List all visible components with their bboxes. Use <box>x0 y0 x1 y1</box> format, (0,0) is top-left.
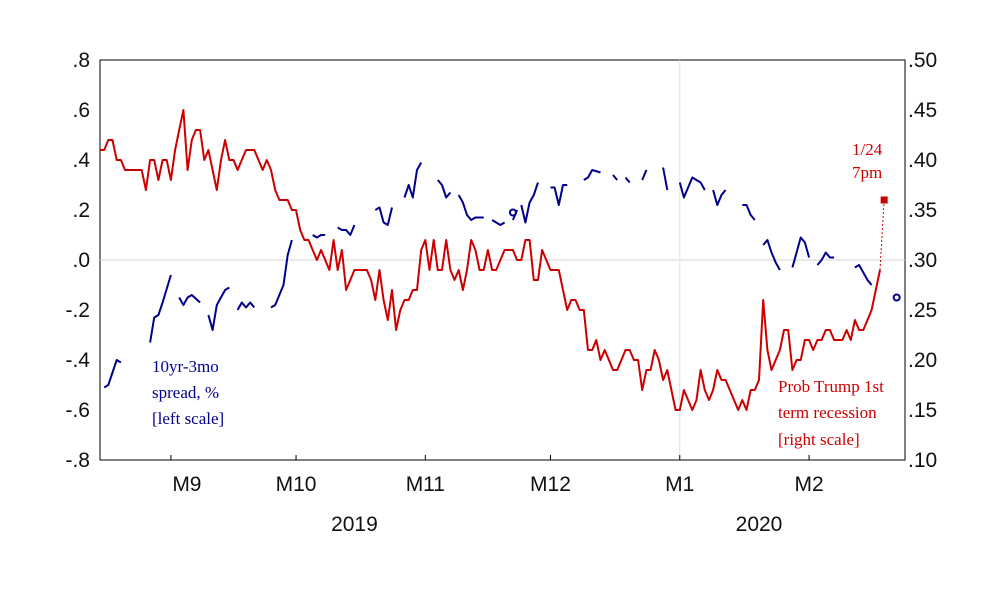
time-label-date: 1/24 <box>852 140 883 159</box>
right-tick-label: .25 <box>908 299 937 322</box>
x-tick-label: M10 <box>276 473 317 496</box>
x-tick-label: M2 <box>794 473 823 496</box>
spread-line-segment <box>491 219 506 226</box>
spread-line-segment <box>337 224 356 236</box>
spread-line-segment <box>457 194 484 221</box>
right-tick-label: .40 <box>908 149 937 172</box>
right-axis-ticks: .50 .45 .40 .35 .30 .25 .20 .15 .10 <box>908 49 937 472</box>
left-tick-label: .6 <box>72 99 90 122</box>
spread-line-segment <box>403 162 423 199</box>
right-tick-label: .35 <box>908 199 937 222</box>
recession-label-line-1: Prob Trump 1st <box>778 377 884 396</box>
left-tick-label: -.4 <box>65 349 90 372</box>
spread-line-segment <box>762 239 781 271</box>
recession-probability-line <box>100 109 881 411</box>
recession-label-line-3: [right scale] <box>778 430 860 449</box>
recession-probability-marker <box>880 196 888 204</box>
x-tick-label: M11 <box>406 473 445 496</box>
spread-line-segment <box>854 264 873 286</box>
left-tick-label: -.6 <box>65 399 90 422</box>
spread-line-segment <box>312 234 326 239</box>
spread-line-segment <box>149 274 172 343</box>
recession-probability-series <box>100 109 888 411</box>
x-axis-ticks: M9 M10 M11 M12 M1 M2 2019 2020 <box>170 455 824 536</box>
spread-line-segment <box>712 189 727 206</box>
year-label: 2020 <box>736 513 783 536</box>
right-tick-label: .10 <box>908 449 937 472</box>
spread-label: 10yr-3mo spread, % [left scale] <box>152 357 224 428</box>
right-tick-label: .15 <box>908 399 937 422</box>
spread-point <box>892 293 901 302</box>
spread-line-segment <box>374 206 393 226</box>
spread-line-segment <box>270 239 293 309</box>
spread-point <box>508 208 517 217</box>
recession-label: Prob Trump 1st term recession [right sca… <box>778 377 884 449</box>
right-tick-label: .45 <box>908 99 937 122</box>
year-label: 2019 <box>331 513 378 536</box>
spread-line-segment <box>624 176 631 184</box>
spread-line-segment <box>791 236 811 268</box>
spread-line-segment <box>583 169 601 181</box>
spread-line-segment <box>236 301 256 311</box>
left-tick-label: .4 <box>72 149 90 172</box>
x-tick-label: M12 <box>530 473 571 496</box>
right-tick-label: .30 <box>908 249 937 272</box>
spread-label-line-1: 10yr-3mo <box>152 357 219 376</box>
spread-line-segment <box>641 169 648 181</box>
recession-label-line-2: term recession <box>778 403 877 422</box>
spread-line-segment <box>612 174 618 181</box>
left-tick-label: .0 <box>72 249 90 272</box>
left-tick-label: -.2 <box>65 299 90 322</box>
x-tick-label: M9 <box>172 473 201 496</box>
left-tick-label: .8 <box>72 49 90 72</box>
spread-line-segment <box>520 182 539 224</box>
spread-line-segment <box>742 204 756 221</box>
spread-line-segment <box>437 179 452 199</box>
right-tick-label: .50 <box>908 49 937 72</box>
time-label-hour: 7pm <box>852 163 882 182</box>
spread-line-segment <box>103 359 122 389</box>
spread-line-segment <box>178 294 201 306</box>
spread-line-segment <box>678 176 706 199</box>
spread-line-segment <box>207 286 230 331</box>
left-axis-ticks: .8 .6 .4 .2 .0 -.2 -.4 -.6 -.8 <box>65 49 90 472</box>
left-tick-label: .2 <box>72 199 90 222</box>
right-tick-label: .20 <box>908 349 937 372</box>
x-tick-label: M1 <box>665 473 694 496</box>
spread-line-segment <box>816 251 835 266</box>
spread-label-line-3: [left scale] <box>152 409 224 428</box>
spread-line-segment <box>550 184 568 206</box>
time-label: 1/24 7pm <box>852 140 883 182</box>
spread-label-line-2: spread, % <box>152 383 219 402</box>
left-tick-label: -.8 <box>65 449 90 472</box>
spread-series <box>103 162 901 389</box>
spread-line-segment <box>662 167 669 191</box>
